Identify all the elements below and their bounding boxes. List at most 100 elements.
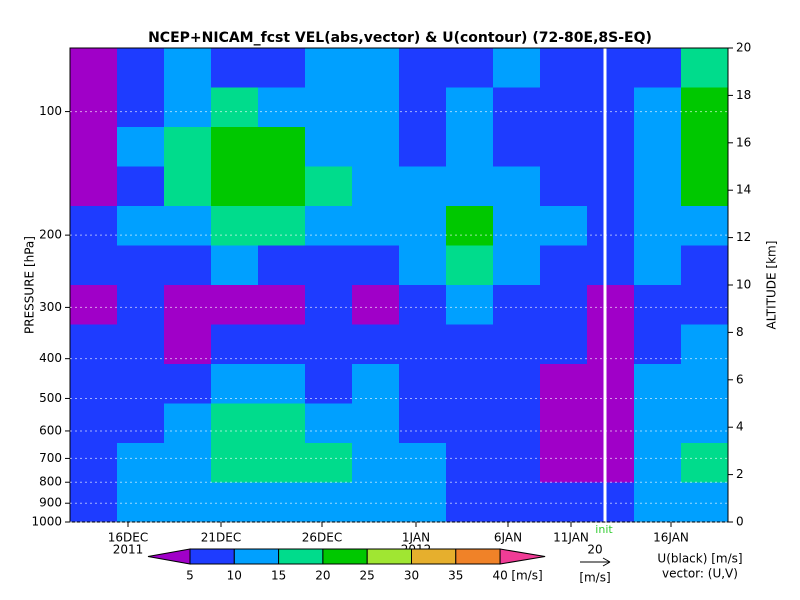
y-tick-label: 1000 [31, 515, 62, 529]
x-tick-label: 16JAN [653, 531, 689, 545]
field-cell [305, 364, 353, 404]
field-cell [540, 443, 588, 483]
field-cell [352, 285, 400, 325]
field-cell [211, 127, 259, 167]
field-cell [305, 403, 353, 444]
field-cell [681, 443, 729, 483]
x-tick-label: 11JAN [553, 531, 589, 545]
field-cell [211, 206, 259, 246]
field-cell [446, 443, 494, 483]
field-cell [164, 324, 212, 365]
y2-tick-label: 20 [736, 41, 751, 55]
field-cell [634, 206, 682, 246]
field-cell [587, 324, 635, 365]
field-cell [399, 127, 447, 167]
field-cell [117, 245, 165, 286]
field-cell [493, 285, 541, 325]
field-cell [446, 285, 494, 325]
y2-tick-label: 18 [736, 88, 751, 102]
field-cell [540, 206, 588, 246]
field-cell [352, 403, 400, 444]
field-cell [587, 87, 635, 128]
field-cell [446, 87, 494, 128]
field-cell [493, 245, 541, 286]
y-tick-label: 300 [39, 300, 62, 314]
field-cell [164, 127, 212, 167]
field-cell [117, 482, 165, 523]
field-cell [681, 127, 729, 167]
field-cell [258, 482, 306, 523]
colorbar-label: 30 [404, 569, 419, 583]
colorbar-label: 35 [448, 569, 463, 583]
field-cell [164, 166, 212, 207]
field-cell [258, 206, 306, 246]
field-cell [399, 87, 447, 128]
field-cell [446, 48, 494, 88]
field-cell [352, 324, 400, 365]
colorbar-label: 40 [492, 569, 507, 583]
vector-key-unit: [m/s] [579, 571, 610, 585]
field-cell [70, 87, 118, 128]
y2-tick-label: 14 [736, 183, 751, 197]
y-tick-label: 600 [39, 423, 62, 437]
field-cell [305, 443, 353, 483]
year-label: 2011 [113, 543, 144, 557]
field-cell [587, 403, 635, 444]
field-cell [446, 403, 494, 444]
field-cell [587, 206, 635, 246]
y-tick-label: 400 [39, 351, 62, 365]
field-cell [399, 48, 447, 88]
field-cell [164, 482, 212, 523]
field-cell [399, 245, 447, 286]
field-cell [164, 48, 212, 88]
field-cell [587, 48, 635, 88]
colorbar-cell [499, 548, 546, 565]
field-cell [352, 443, 400, 483]
field-cell [540, 324, 588, 365]
field-cell [211, 443, 259, 483]
field-cell [493, 443, 541, 483]
field-cell [164, 403, 212, 444]
field-cell [305, 324, 353, 365]
field-cell [352, 127, 400, 167]
field-cell [446, 324, 494, 365]
field-cell [352, 166, 400, 207]
field-cell [164, 206, 212, 246]
colorbar-label: 5 [186, 569, 194, 583]
field-cell [681, 364, 729, 404]
field-cell [258, 403, 306, 444]
field-cell [446, 482, 494, 523]
field-cell [352, 48, 400, 88]
field-cell [258, 443, 306, 483]
y2-tick-label: 8 [736, 325, 744, 339]
field-cell [352, 206, 400, 246]
field-cell [117, 87, 165, 128]
field-cell [117, 403, 165, 444]
colorbar-cell [147, 548, 191, 565]
y2-axis-label: ALTITUDE [km] [765, 241, 779, 330]
x-tick-label: 1JAN [402, 531, 430, 545]
field-cell [305, 482, 353, 523]
y2-tick-label: 2 [736, 467, 744, 481]
field-cell [493, 166, 541, 207]
field-cell [681, 48, 729, 88]
field-cell [164, 245, 212, 286]
field-cell [117, 443, 165, 483]
chart-title: NCEP+NICAM_fcst VEL(abs,vector) & U(cont… [148, 30, 652, 46]
y-tick-label: 200 [39, 228, 62, 242]
y2-tick-label: 6 [736, 372, 744, 386]
field-cell [258, 285, 306, 325]
field-cell [258, 48, 306, 88]
field-cell [493, 206, 541, 246]
y2-tick-label: 4 [736, 420, 744, 434]
field-cell [634, 482, 682, 523]
field-cell [681, 403, 729, 444]
field-cell [540, 87, 588, 128]
field-cell [399, 443, 447, 483]
field-cell [117, 48, 165, 88]
field-cell [305, 127, 353, 167]
field-cell [493, 364, 541, 404]
field-cell [587, 443, 635, 483]
y2-tick-label: 12 [736, 230, 751, 244]
